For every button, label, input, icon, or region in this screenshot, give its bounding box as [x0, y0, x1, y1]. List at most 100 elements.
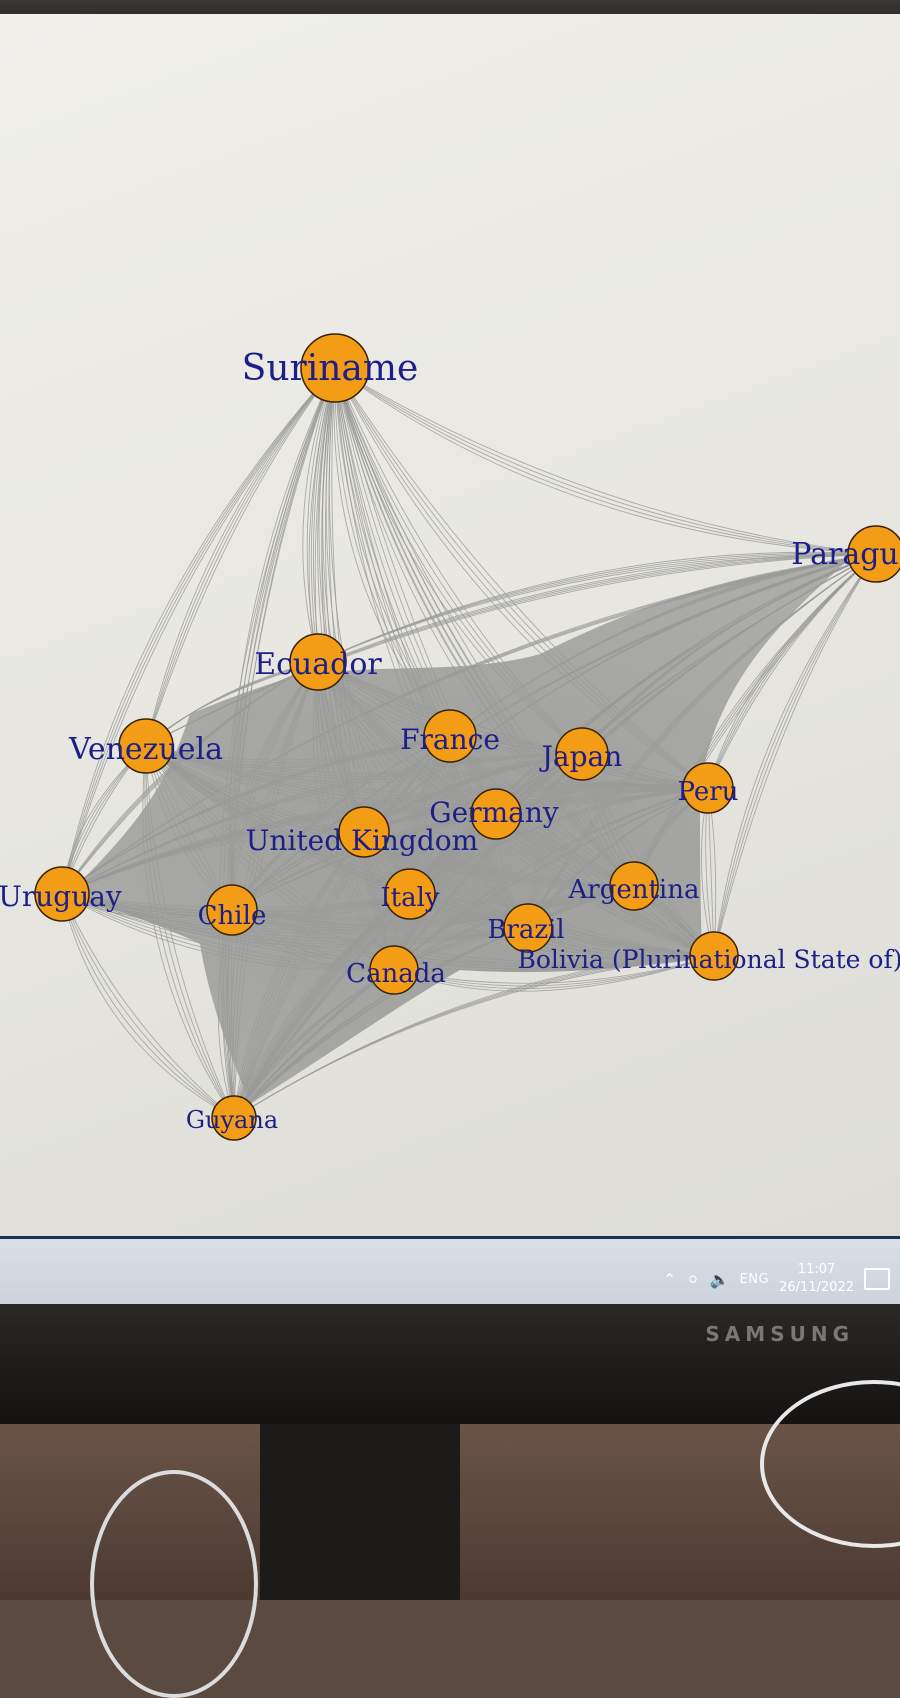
edge [363, 831, 635, 887]
edge [217, 909, 235, 1119]
clock-date: 26/11/2022 [779, 1280, 854, 1295]
edge [225, 367, 336, 1119]
notification-icon[interactable] [864, 1268, 890, 1290]
clock[interactable]: 11:07 26/11/2022 [779, 1261, 854, 1297]
system-tray: ⌃ ⚪ 🔈 ENG 11:07 26/11/2022 [663, 1247, 890, 1304]
node-label-united-kingdom: United Kingdom [246, 824, 478, 857]
node-italy[interactable] [384, 868, 436, 920]
edge [145, 367, 336, 747]
node-paraguay[interactable] [847, 525, 900, 583]
edge [145, 367, 336, 747]
edge [61, 735, 451, 895]
edge [334, 367, 877, 555]
edge [222, 367, 336, 1119]
monitor-bezel-bottom [0, 1304, 900, 1424]
node-united-kingdom[interactable] [338, 806, 390, 858]
edge [145, 367, 336, 747]
edge [334, 367, 451, 737]
edge [145, 745, 497, 815]
edge [233, 813, 497, 1119]
node-chile[interactable] [206, 884, 258, 936]
edge [233, 831, 365, 1119]
node-venezuela[interactable] [118, 718, 174, 774]
edge [61, 893, 235, 1119]
edge [145, 553, 877, 747]
edge [233, 831, 365, 1119]
network-graph: Suriname Paragu Ecuador Venezuela France Japa… [0, 333, 900, 1141]
edge [334, 367, 635, 887]
edge [312, 367, 365, 833]
node-argentina[interactable] [609, 861, 659, 911]
node-label-germany: Germany [429, 796, 559, 829]
monitor-stand [260, 1424, 460, 1600]
wifi-icon[interactable]: ⚪ [686, 1269, 700, 1289]
edge [449, 553, 877, 737]
node-germany[interactable] [470, 788, 522, 840]
edge [334, 367, 583, 755]
edge [61, 367, 336, 895]
edge [230, 661, 319, 1119]
edge [231, 553, 877, 911]
edge [233, 787, 709, 1119]
edge [231, 753, 583, 911]
edge [409, 893, 715, 957]
chevron-up-icon[interactable]: ⌃ [662, 1269, 677, 1289]
edge [61, 893, 235, 1119]
edge [393, 955, 715, 987]
node-france[interactable] [423, 709, 477, 763]
cable [90, 1470, 258, 1698]
edge [233, 735, 451, 1119]
node-suriname[interactable] [300, 333, 370, 403]
node-label-suriname: Suriname [242, 348, 419, 389]
speaker-icon[interactable]: 🔈 [709, 1269, 730, 1289]
edge [633, 553, 877, 887]
edge [232, 661, 319, 1119]
edge [233, 735, 451, 1119]
edge [449, 735, 635, 887]
node-label-paraguay: Paragu [791, 537, 898, 572]
node-label-france: France [400, 723, 500, 756]
node-uruguay[interactable] [34, 866, 90, 922]
node-ecuador[interactable] [289, 633, 347, 691]
edge [145, 745, 235, 1119]
edge [633, 553, 877, 887]
node-label-uruguay: Uruguay [0, 880, 122, 913]
screen: Suriname Paragu Ecuador Venezuela France Japa… [0, 14, 900, 1304]
node-peru[interactable] [682, 762, 734, 814]
edge [317, 553, 877, 663]
edge [61, 893, 395, 972]
edge [61, 893, 235, 1119]
edge [61, 753, 583, 895]
node-label-venezuela: Venezuela [68, 732, 223, 767]
language-indicator[interactable]: ENG [739, 1271, 770, 1287]
edge [61, 367, 336, 895]
edge [317, 551, 877, 663]
edge [527, 553, 877, 929]
edge [633, 553, 877, 887]
node-canada[interactable] [369, 945, 419, 995]
node-label-brazil: Brazil [487, 915, 564, 945]
edge [393, 735, 451, 971]
node-label-ecuador: Ecuador [254, 647, 382, 682]
edge [334, 367, 583, 755]
edge [713, 553, 877, 957]
edge [144, 745, 235, 1119]
edge [393, 955, 715, 984]
edge [61, 829, 365, 895]
node-bolivia[interactable] [689, 931, 739, 981]
edge [317, 552, 877, 663]
edge [334, 367, 877, 555]
node-guyana[interactable] [211, 1095, 257, 1141]
edge [449, 735, 715, 957]
edge [334, 367, 709, 789]
edge [449, 735, 715, 957]
labels-group: Suriname Paragu Ecuador Venezuela France Japa… [0, 348, 900, 1134]
edge [317, 661, 395, 971]
edge [707, 553, 877, 789]
node-japan[interactable] [555, 727, 609, 781]
node-brazil[interactable] [503, 903, 553, 953]
edge [231, 909, 715, 971]
edge [495, 553, 877, 815]
edge [713, 553, 877, 957]
edge [228, 367, 336, 1119]
